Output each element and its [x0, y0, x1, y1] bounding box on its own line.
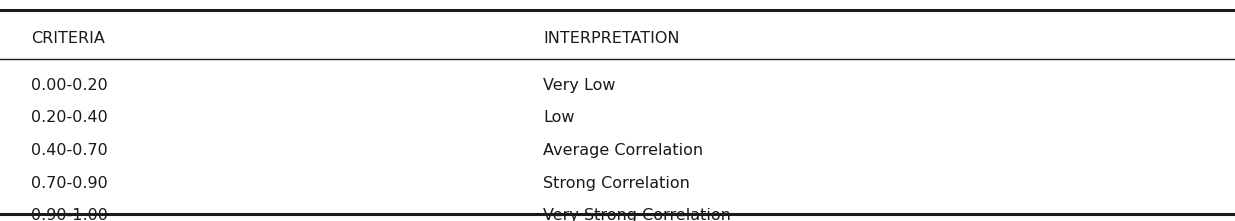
Text: 0.20-0.40: 0.20-0.40 [31, 110, 107, 125]
Text: INTERPRETATION: INTERPRETATION [543, 31, 680, 46]
Text: 0.00-0.20: 0.00-0.20 [31, 78, 107, 93]
Text: 0.70-0.90: 0.70-0.90 [31, 176, 107, 191]
Text: 0.40-0.70: 0.40-0.70 [31, 143, 107, 158]
Text: Strong Correlation: Strong Correlation [543, 176, 690, 191]
Text: Low: Low [543, 110, 576, 125]
Text: Very Strong Correlation: Very Strong Correlation [543, 208, 731, 221]
Text: CRITERIA: CRITERIA [31, 31, 105, 46]
Text: Average Correlation: Average Correlation [543, 143, 704, 158]
Text: Very Low: Very Low [543, 78, 616, 93]
Text: 0.90-1.00: 0.90-1.00 [31, 208, 107, 221]
